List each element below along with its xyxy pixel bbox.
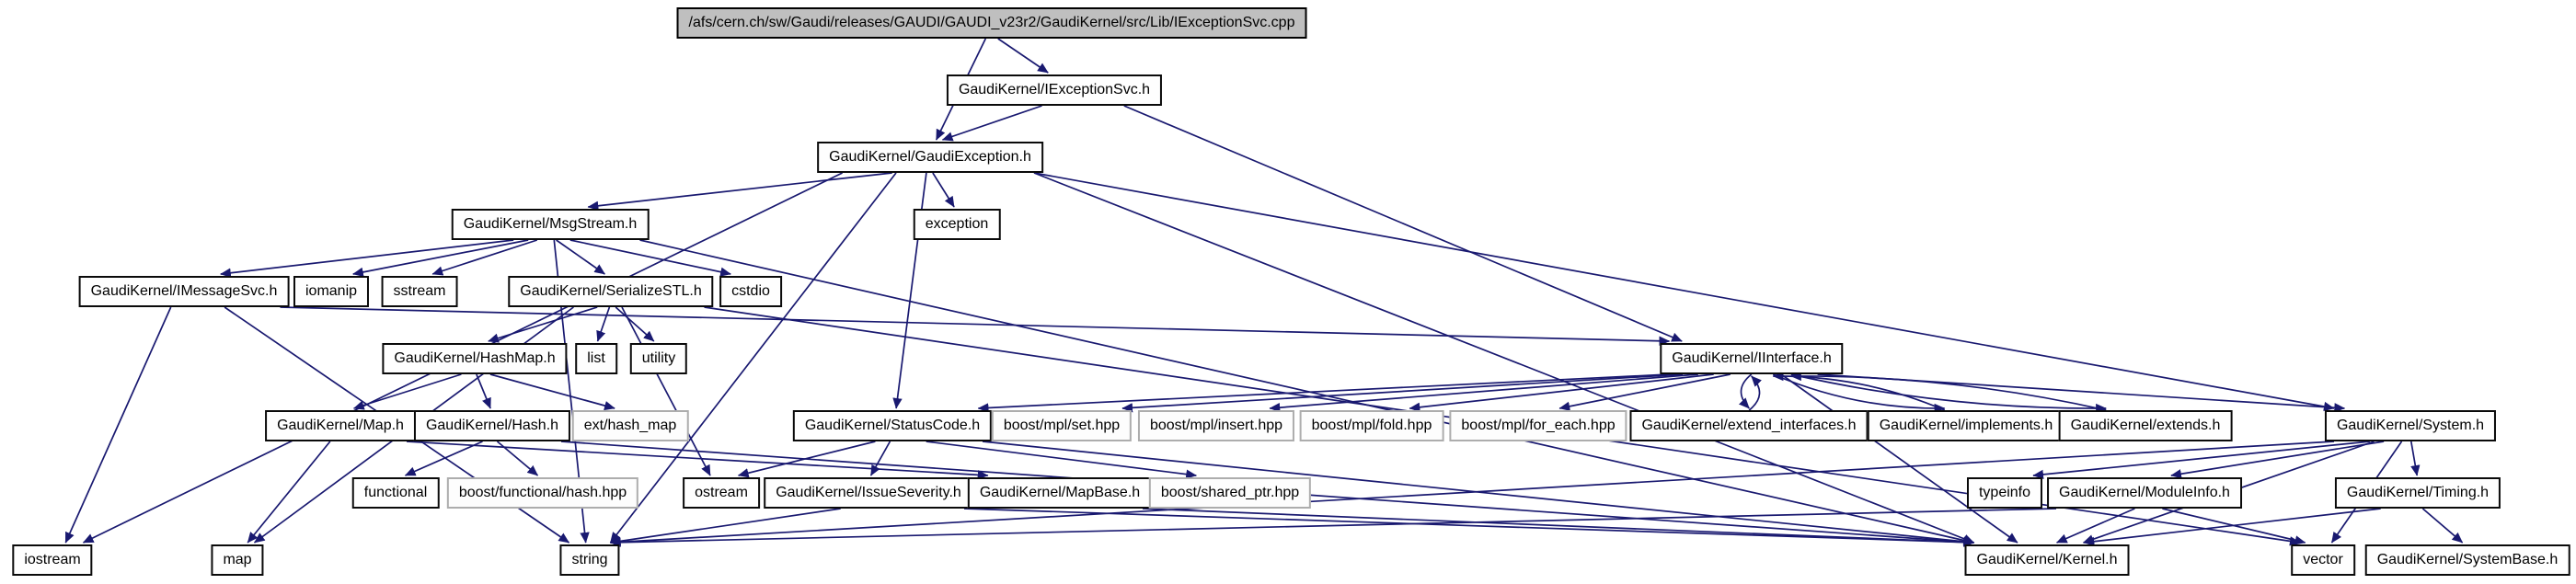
edge-iinterface-mplfold <box>1409 373 1714 412</box>
edge-issuesev-string <box>609 508 841 546</box>
edge-iinterface-extends <box>1790 373 2107 414</box>
node-list: list <box>575 343 617 374</box>
node-mapbase[interactable]: GaudiKernel/MapBase.h <box>967 477 1153 509</box>
edge-statuscode-issuesev <box>869 441 891 476</box>
edge-gexc-system <box>1033 172 2335 412</box>
edge-iinterface-mplset <box>1121 373 1684 413</box>
node-iinterface[interactable]: GaudiKernel/IInterface.h <box>1660 343 1844 374</box>
node-map: map <box>211 544 264 576</box>
node-cstdio: cstdio <box>719 276 782 307</box>
node-iomanip: iomanip <box>293 276 370 307</box>
edge-msgstream-kernel <box>639 239 1975 545</box>
node-mplfold: boost/mpl/fold.hpp <box>1299 410 1444 441</box>
edge-extintf-iinterface <box>1748 375 1763 411</box>
edge-msgstream-serstl <box>556 239 605 275</box>
edge-hashh-boosthash <box>496 441 539 476</box>
node-exthashmap: ext/hash_map <box>571 410 689 441</box>
node-moduleinfo[interactable]: GaudiKernel/ModuleInfo.h <box>2047 477 2242 509</box>
edge-statuscode-sharedptr <box>926 441 1197 479</box>
edge-system-string <box>609 441 2335 547</box>
node-cpp: /afs/cern.ch/sw/Gaudi/releases/GAUDI/GAU… <box>676 7 1307 39</box>
edge-gexc-exception <box>932 172 955 208</box>
edge-statuscode-ostream <box>737 441 876 478</box>
edge-timing-kernel <box>2083 508 2381 546</box>
node-sstream: sstream <box>381 276 458 307</box>
edge-serstl-utility <box>615 306 655 342</box>
node-system[interactable]: GaudiKernel/System.h <box>2324 410 2497 441</box>
node-functional: functional <box>351 477 440 509</box>
edge-iexsvc-gexc <box>941 105 1042 142</box>
edge-issuesev-kernel <box>963 508 1975 547</box>
edge-serstl-ostream <box>621 306 711 476</box>
node-mplinsert: boost/mpl/insert.hpp <box>1137 410 1295 441</box>
edge-iinterface-mplforeach <box>1558 373 1731 411</box>
node-boosthash: boost/functional/hash.hpp <box>446 477 639 509</box>
node-implements[interactable]: GaudiKernel/implements.h <box>1867 410 2065 441</box>
node-systembase[interactable]: GaudiKernel/SystemBase.h <box>2364 544 2570 576</box>
node-serstl[interactable]: GaudiKernel/SerializeSTL.h <box>508 276 714 307</box>
node-issuesev[interactable]: GaudiKernel/IssueSeverity.h <box>764 477 973 509</box>
edge-mapbase-kernel <box>1142 508 1975 547</box>
edge-imsgsvc-iostream <box>64 306 172 544</box>
node-maph[interactable]: GaudiKernel/Map.h <box>265 410 416 441</box>
node-hashmap[interactable]: GaudiKernel/HashMap.h <box>382 343 568 374</box>
node-typeinfo: typeinfo <box>1966 477 2043 509</box>
edge-maph-mapbase <box>406 441 989 480</box>
node-exception: exception <box>913 209 1001 240</box>
edge-iinterface-mplinsert <box>1269 373 1698 413</box>
node-timing[interactable]: GaudiKernel/Timing.h <box>2334 477 2501 509</box>
edge-gexc-string <box>609 172 897 544</box>
node-extends[interactable]: GaudiKernel/extends.h <box>2058 410 2233 441</box>
node-extintf[interactable]: GaudiKernel/extend_interfaces.h <box>1629 410 1869 441</box>
edge-gexc-kernel <box>1033 172 1975 544</box>
edge-system-moduleinfo <box>2170 441 2385 479</box>
node-gexc[interactable]: GaudiKernel/GaudiException.h <box>817 142 1043 173</box>
edge-gexc-msgstream <box>587 172 892 211</box>
edge-maph-map <box>247 441 331 544</box>
node-string: string <box>559 544 620 576</box>
node-imsgsvc[interactable]: GaudiKernel/IMessageSvc.h <box>78 276 290 307</box>
edge-msgstream-sstream <box>431 239 538 276</box>
edge-moduleinfo-kernel <box>2056 508 2135 544</box>
edge-msgstream-imsgsvc <box>220 239 514 278</box>
edge-iinterface-kernel <box>1780 373 2018 544</box>
node-statuscode[interactable]: GaudiKernel/StatusCode.h <box>792 410 993 441</box>
edge-imsgsvc-iinterface <box>280 306 1671 346</box>
edge-iexsvc-iinterface <box>1123 105 1683 342</box>
edge-extends-iinterface <box>1790 371 2107 411</box>
edge-iinterface-statuscode <box>977 373 1670 413</box>
node-kernel[interactable]: GaudiKernel/Kernel.h <box>1964 544 2130 576</box>
edge-timing-systembase <box>2421 508 2464 544</box>
node-msgstream[interactable]: GaudiKernel/MsgStream.h <box>451 209 650 240</box>
edge-hashmap-hashh <box>476 373 491 409</box>
node-sharedptr: boost/shared_ptr.hpp <box>1148 477 1312 509</box>
node-mplset: boost/mpl/set.hpp <box>991 410 1133 441</box>
edge-moduleinfo-string <box>609 508 2057 547</box>
edge-serstl-list <box>596 306 611 342</box>
edge-system-typeinfo <box>2032 441 2370 480</box>
edge-hashmap-maph <box>352 373 462 410</box>
edge-hashmap-exthashmap <box>489 373 615 411</box>
node-iexsvc[interactable]: GaudiKernel/IExceptionSvc.h <box>946 74 1163 106</box>
node-vector: vector <box>2291 544 2355 576</box>
edge-msgstream-iomanip <box>352 239 529 277</box>
node-mplforeach: boost/mpl/for_each.hpp <box>1449 410 1627 441</box>
edge-system-timing <box>2409 441 2421 476</box>
edge-msgstream-cstdio <box>569 239 731 277</box>
node-utility: utility <box>629 343 688 374</box>
node-iostream: iostream <box>12 544 93 576</box>
node-hashh[interactable]: GaudiKernel/Hash.h <box>413 410 571 441</box>
edge-hashh-functional <box>404 441 483 476</box>
edge-serstl-hashmap <box>488 306 598 343</box>
edge-cpp-iexsvc <box>997 38 1049 74</box>
node-ostream: ostream <box>683 477 760 509</box>
edge-iinterface-extintf <box>1738 373 1753 409</box>
edge-iinterface-implements <box>1772 373 1946 414</box>
